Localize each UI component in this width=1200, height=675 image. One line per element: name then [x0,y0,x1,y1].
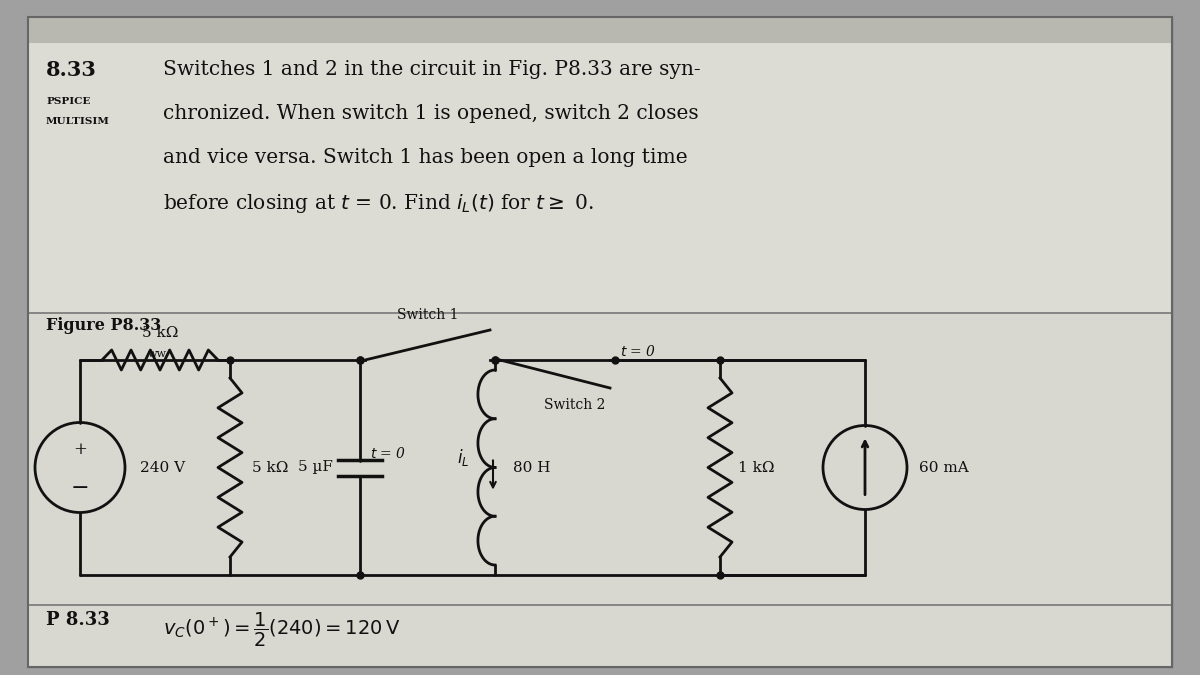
Text: 5 kΩ: 5 kΩ [142,326,178,340]
Text: $t$ = 0: $t$ = 0 [620,344,656,360]
Text: Figure P8.33: Figure P8.33 [46,317,161,334]
Text: and vice versa. Switch 1 has been open a long time: and vice versa. Switch 1 has been open a… [163,148,688,167]
FancyBboxPatch shape [28,313,1172,605]
FancyBboxPatch shape [28,605,1172,667]
Text: P 8.33: P 8.33 [46,611,109,629]
Text: 60 mA: 60 mA [919,460,968,475]
Text: PSPICE: PSPICE [46,97,90,106]
FancyBboxPatch shape [28,17,1172,667]
Text: Switch 2: Switch 2 [545,398,606,412]
Text: before closing at $t$ = 0. Find $i_L(t)$ for $t \geq$ 0.: before closing at $t$ = 0. Find $i_L(t)$… [163,192,594,215]
Text: MULTISIM: MULTISIM [46,117,110,126]
FancyBboxPatch shape [28,43,1172,313]
Text: 1 kΩ: 1 kΩ [738,460,774,475]
FancyBboxPatch shape [28,17,1172,48]
Text: $t$ = 0: $t$ = 0 [370,446,407,461]
Text: 8.33: 8.33 [46,60,97,80]
Text: Switch 1: Switch 1 [397,308,458,322]
Text: −: − [71,477,89,499]
Text: $i_L$: $i_L$ [457,447,469,468]
Text: 5 µF: 5 µF [298,460,332,475]
Text: chronized. When switch 1 is opened, switch 2 closes: chronized. When switch 1 is opened, swit… [163,104,698,123]
Text: 5 kΩ: 5 kΩ [252,460,288,475]
Text: 80 H: 80 H [514,460,551,475]
Text: +: + [73,441,86,458]
Text: $v_C(0^+) = \dfrac{1}{2}(240) = 120\,\mathrm{V}$: $v_C(0^+) = \dfrac{1}{2}(240) = 120\,\ma… [163,611,401,649]
Text: ww: ww [148,349,167,359]
Text: 240 V: 240 V [140,460,185,475]
Text: Switches 1 and 2 in the circuit in Fig. P8.33 are syn-: Switches 1 and 2 in the circuit in Fig. … [163,60,701,79]
